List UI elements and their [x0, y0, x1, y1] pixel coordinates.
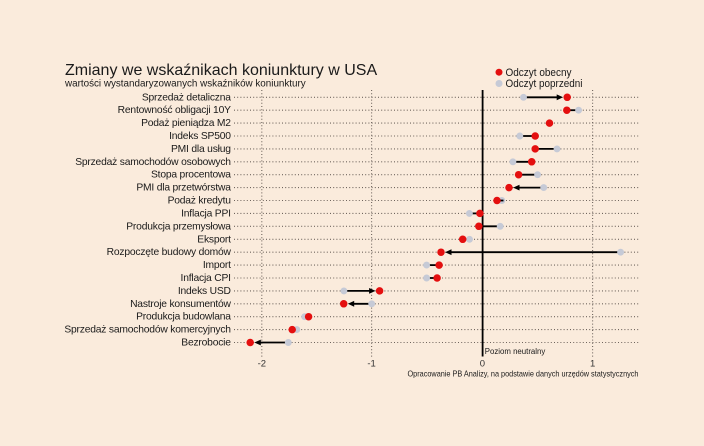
- svg-text:Inflacja CPI: Inflacja CPI: [181, 273, 231, 284]
- svg-text:Stopa procentowa: Stopa procentowa: [151, 170, 231, 181]
- svg-text:Rentowność obligacji 10Y: Rentowność obligacji 10Y: [118, 105, 231, 116]
- svg-text:0: 0: [480, 358, 485, 369]
- svg-text:-1: -1: [367, 358, 375, 369]
- svg-text:Sprzedaż samochodów komercyjny: Sprzedaż samochodów komercyjnych: [64, 325, 231, 336]
- svg-text:wartości wystandaryzowanych ws: wartości wystandaryzowanych wskaźników k…: [64, 79, 306, 90]
- svg-text:PMI dla przetwórstwa: PMI dla przetwórstwa: [136, 183, 231, 194]
- svg-text:Indeks USD: Indeks USD: [178, 286, 231, 297]
- svg-text:Inflacja PPI: Inflacja PPI: [181, 208, 231, 219]
- svg-text:Indeks SP500: Indeks SP500: [169, 131, 231, 142]
- svg-text:Opracowanie PB Analizy, na pod: Opracowanie PB Analizy, na podstawie dan…: [408, 370, 639, 379]
- svg-text:Podaż pieniądza M2: Podaż pieniądza M2: [141, 118, 231, 129]
- svg-text:Nastroje konsumentów: Nastroje konsumentów: [130, 299, 231, 310]
- svg-text:Zmiany we wskaźnikach koniunkt: Zmiany we wskaźnikach koniunktury w USA: [65, 62, 377, 79]
- svg-text:PMI dla usług: PMI dla usług: [171, 144, 231, 155]
- svg-text:Odczyt poprzedni: Odczyt poprzedni: [506, 78, 583, 90]
- svg-text:Podaż kredytu: Podaż kredytu: [168, 196, 232, 207]
- svg-text:Produkcja przemysłowa: Produkcja przemysłowa: [126, 221, 231, 232]
- svg-text:Rozpoczęte budowy domów: Rozpoczęte budowy domów: [107, 247, 232, 258]
- svg-text:Sprzedaż detaliczna: Sprzedaż detaliczna: [142, 92, 231, 103]
- svg-text:Bezrobocie: Bezrobocie: [181, 338, 231, 349]
- svg-text:Import: Import: [203, 260, 231, 271]
- svg-text:Sprzedaż samochodów osobowych: Sprzedaż samochodów osobowych: [75, 157, 231, 168]
- svg-text:Odczyt obecny: Odczyt obecny: [506, 67, 573, 79]
- svg-text:Poziom neutralny: Poziom neutralny: [485, 347, 546, 356]
- svg-text:Produkcja budowlana: Produkcja budowlana: [136, 312, 231, 323]
- svg-text:1: 1: [590, 358, 595, 369]
- svg-text:-2: -2: [258, 358, 266, 369]
- svg-text:Eksport: Eksport: [197, 234, 231, 245]
